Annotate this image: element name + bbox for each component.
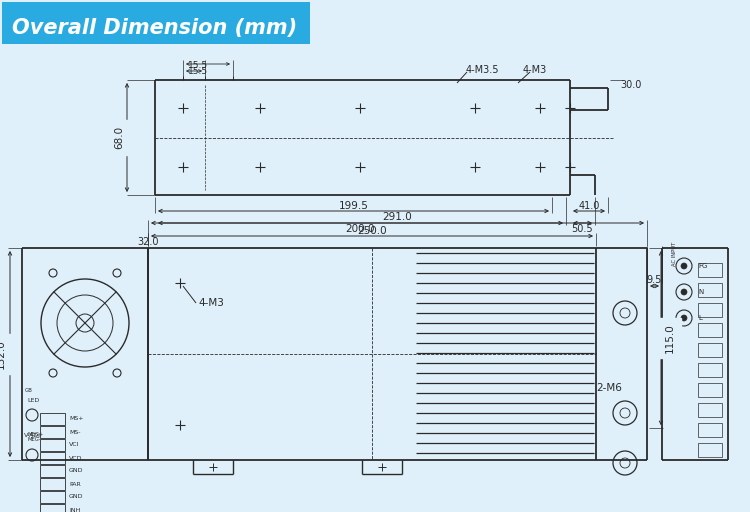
- Bar: [40, 465, 65, 477]
- Text: Overall Dimension (mm): Overall Dimension (mm): [12, 18, 297, 38]
- Text: GND: GND: [69, 468, 83, 474]
- Bar: [698, 343, 722, 357]
- Text: 4-M3: 4-M3: [198, 298, 223, 308]
- Text: 4-M3.5: 4-M3.5: [465, 65, 499, 75]
- Bar: [698, 403, 722, 417]
- Text: L: L: [698, 315, 702, 321]
- Circle shape: [681, 289, 687, 295]
- Text: 132.0: 132.0: [0, 339, 6, 369]
- Text: LED: LED: [27, 397, 39, 402]
- Text: 15.5: 15.5: [188, 67, 208, 76]
- Bar: [698, 383, 722, 397]
- Bar: [40, 491, 65, 503]
- Text: VCI: VCI: [69, 442, 80, 447]
- Circle shape: [681, 315, 687, 321]
- Text: 9.5: 9.5: [646, 275, 662, 285]
- Text: 250.0: 250.0: [357, 226, 387, 236]
- Bar: [698, 443, 722, 457]
- Text: 4-M3: 4-M3: [523, 65, 547, 75]
- Text: N: N: [698, 289, 703, 295]
- Text: MEG+
MEG-: MEG+ MEG-: [27, 432, 44, 442]
- Text: 32.0: 32.0: [137, 237, 159, 247]
- Bar: [698, 283, 722, 297]
- Text: 30.0: 30.0: [620, 80, 641, 90]
- Bar: [40, 478, 65, 490]
- Text: GB: GB: [25, 388, 33, 393]
- Text: 115.0: 115.0: [665, 323, 675, 353]
- Bar: [698, 363, 722, 377]
- Bar: [2, 2, 310, 44]
- Bar: [698, 323, 722, 337]
- Text: 50.5: 50.5: [572, 224, 593, 234]
- Text: MS-: MS-: [69, 430, 80, 435]
- Bar: [40, 413, 65, 425]
- Text: VCD: VCD: [69, 456, 82, 460]
- Text: 15.5: 15.5: [188, 61, 208, 70]
- Text: 2-M6: 2-M6: [596, 383, 622, 393]
- Bar: [698, 263, 722, 277]
- Text: 199.5: 199.5: [338, 201, 368, 211]
- Text: FG: FG: [698, 263, 707, 269]
- Circle shape: [681, 263, 687, 269]
- Bar: [40, 439, 65, 451]
- Text: GND: GND: [69, 495, 83, 500]
- Text: V-ADJ: V-ADJ: [24, 433, 41, 437]
- Text: AC INPUT: AC INPUT: [671, 242, 676, 266]
- Text: 68.0: 68.0: [114, 126, 124, 149]
- Text: PAR: PAR: [69, 481, 81, 486]
- Text: MS+: MS+: [69, 416, 83, 421]
- Bar: [698, 423, 722, 437]
- Text: 41.0: 41.0: [578, 201, 600, 211]
- Text: 291.0: 291.0: [382, 212, 412, 222]
- Bar: [698, 303, 722, 317]
- Bar: [40, 504, 65, 512]
- Bar: [40, 426, 65, 438]
- Text: 200.0: 200.0: [346, 224, 375, 234]
- Text: INH: INH: [69, 507, 80, 512]
- Bar: [40, 452, 65, 464]
